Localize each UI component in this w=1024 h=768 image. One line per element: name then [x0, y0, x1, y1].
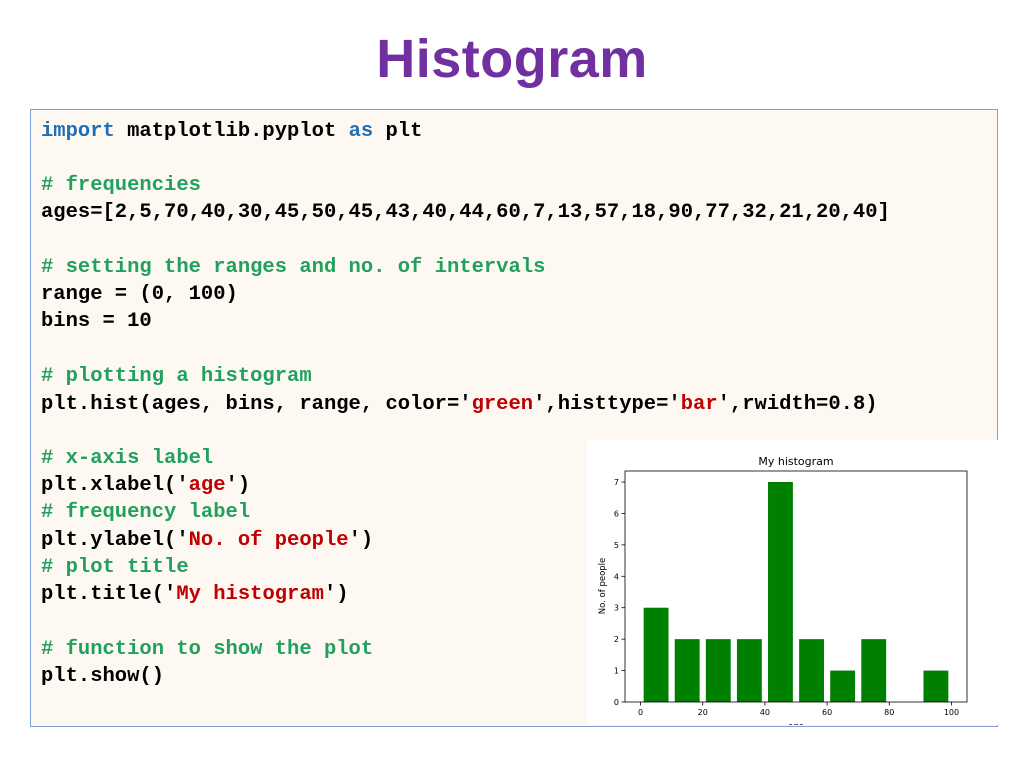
x-tick-label: 60 [822, 708, 832, 717]
code-line-import: import matplotlib.pyplot as plt [41, 120, 423, 143]
code-comment: # function to show the plot [41, 638, 374, 661]
y-tick-label: 1 [614, 667, 619, 676]
y-tick-label: 3 [614, 604, 619, 613]
code-comment: # plotting a histogram [41, 365, 312, 388]
string-literal: bar [680, 393, 718, 416]
y-tick-label: 4 [614, 572, 619, 581]
code-comment: # setting the ranges and no. of interval… [41, 256, 546, 279]
code-text: plt.title(' [41, 583, 177, 606]
code-line-xlabel: plt.xlabel('age') [41, 474, 251, 497]
code-text: ') [225, 474, 251, 497]
code-text: matplotlib.pyplot [114, 120, 349, 143]
histogram-bar [674, 639, 700, 702]
code-line-show: plt.show() [41, 665, 165, 688]
x-axis-label: age [788, 722, 804, 725]
code-text: ',histtype=' [533, 393, 681, 416]
y-tick-label: 6 [614, 509, 619, 518]
code-line-ages: ages=[2,5,70,40,30,45,50,45,43,40,44,60,… [41, 201, 890, 224]
histogram-bar [830, 670, 856, 702]
y-tick-label: 5 [614, 541, 619, 550]
tick-group: 0 20 40 60 80 100 0 1 2 3 4 5 6 7 [614, 478, 959, 717]
x-tick-label: 20 [698, 708, 708, 717]
code-line-bins: bins = 10 [41, 310, 152, 333]
histogram-bar [861, 639, 887, 702]
code-line-ylabel: plt.ylabel('No. of people') [41, 529, 374, 552]
histogram-bar [799, 639, 824, 702]
y-tick-label: 0 [614, 698, 619, 707]
x-tick-label: 0 [638, 708, 643, 717]
x-tick-label: 80 [884, 708, 894, 717]
histogram-svg: My histogram 0 20 40 60 80 100 0 1 2 3 4 5 6 7 No. of… [598, 455, 968, 725]
histogram-chart: My histogram 0 20 40 60 80 100 0 1 2 3 4 5 6 7 No. of… [587, 440, 999, 725]
histogram-bar [923, 670, 949, 702]
keyword: as [348, 120, 374, 143]
code-panel: import matplotlib.pyplot as plt # freque… [30, 109, 998, 727]
string-literal: No. of people [188, 529, 349, 552]
code-text: plt.hist(ages, bins, range, color=' [41, 393, 472, 416]
code-line-title: plt.title('My histogram') [41, 583, 349, 606]
string-literal: age [188, 474, 226, 497]
y-tick-label: 7 [614, 478, 619, 487]
code-comment: # frequencies [41, 174, 201, 197]
slide-title: Histogram [376, 29, 648, 89]
histogram-bar [736, 639, 762, 702]
y-tick-label: 2 [614, 635, 619, 644]
string-literal: green [471, 393, 534, 416]
code-text: plt.xlabel(' [41, 474, 189, 497]
histogram-bar [705, 639, 731, 702]
x-tick-label: 100 [944, 708, 959, 717]
y-axis-label: No. of people [598, 558, 608, 615]
code-text: plt.ylabel(' [41, 529, 189, 552]
histogram-bar [768, 482, 793, 702]
code-comment: # x-axis label [41, 447, 214, 470]
chart-title: My histogram [758, 455, 833, 468]
code-comment: # plot title [41, 556, 189, 579]
code-text: ',rwidth=0.8) [717, 393, 878, 416]
x-tick-label: 40 [760, 708, 770, 717]
plot-frame [624, 470, 968, 703]
code-line-range: range = (0, 100) [41, 283, 238, 306]
code-text: ') [348, 529, 374, 552]
bar-group [643, 482, 949, 702]
code-line-hist: plt.hist(ages, bins, range, color='green… [41, 393, 878, 416]
keyword: import [41, 120, 115, 143]
code-text: ') [323, 583, 349, 606]
string-literal: My histogram [176, 583, 324, 606]
code-text: plt [373, 120, 423, 143]
code-comment: # frequency label [41, 501, 251, 524]
histogram-bar [643, 607, 669, 702]
